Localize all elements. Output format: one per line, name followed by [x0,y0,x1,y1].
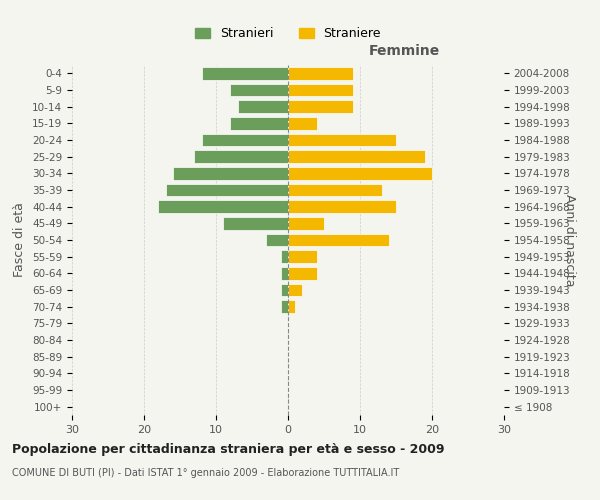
Bar [281,250,288,263]
Legend: Stranieri, Straniere: Stranieri, Straniere [190,22,386,45]
Bar [288,100,353,113]
Bar [288,117,317,130]
Bar [202,134,288,146]
Bar [202,67,288,80]
Bar [288,134,396,146]
Bar [288,200,396,213]
Bar [173,167,288,179]
Bar [288,284,302,296]
Bar [288,250,317,263]
Bar [266,234,288,246]
Bar [288,300,295,313]
Y-axis label: Fasce di età: Fasce di età [13,202,26,278]
Bar [288,267,317,280]
Bar [230,84,288,96]
Bar [288,167,432,179]
Text: COMUNE DI BUTI (PI) - Dati ISTAT 1° gennaio 2009 - Elaborazione TUTTITALIA.IT: COMUNE DI BUTI (PI) - Dati ISTAT 1° genn… [12,468,399,477]
Bar [288,217,324,230]
Bar [194,150,288,163]
Bar [288,234,389,246]
Bar [288,184,382,196]
Bar [281,267,288,280]
Y-axis label: Anni di nascita: Anni di nascita [563,194,576,286]
Bar [230,117,288,130]
Bar [288,67,353,80]
Bar [288,150,425,163]
Bar [238,100,288,113]
Bar [281,284,288,296]
Bar [223,217,288,230]
Text: Popolazione per cittadinanza straniera per età e sesso - 2009: Popolazione per cittadinanza straniera p… [12,442,445,456]
Bar [166,184,288,196]
Bar [158,200,288,213]
Bar [288,84,353,96]
Text: Femmine: Femmine [369,44,440,58]
Bar [281,300,288,313]
